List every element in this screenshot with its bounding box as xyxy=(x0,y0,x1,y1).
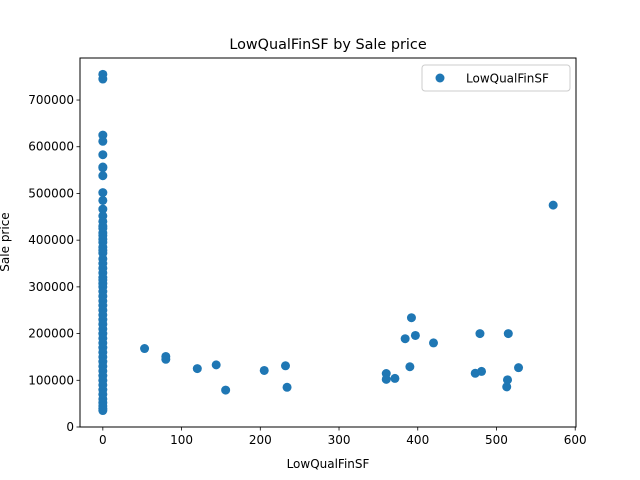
data-point xyxy=(410,330,420,340)
data-point xyxy=(211,360,221,370)
data-point xyxy=(98,406,108,416)
x-tick-label: 200 xyxy=(249,433,272,447)
data-point xyxy=(477,366,487,376)
data-point xyxy=(98,136,108,146)
data-point xyxy=(98,188,108,198)
data-point xyxy=(503,375,512,385)
legend-frame xyxy=(421,64,571,92)
data-point xyxy=(140,344,150,354)
data-point xyxy=(221,385,231,395)
data-point xyxy=(282,382,292,392)
data-point xyxy=(381,374,391,384)
y-tick-label: 400000 xyxy=(28,233,74,247)
x-tick-label: 0 xyxy=(99,433,107,447)
data-point xyxy=(259,365,269,375)
chart-title: LowQualFinSF by Sale price xyxy=(229,37,427,53)
data-point xyxy=(98,163,108,173)
data-point xyxy=(429,338,438,348)
data-point xyxy=(390,373,400,383)
y-tick-label: 100000 xyxy=(28,373,74,387)
x-tick-label: 400 xyxy=(406,433,429,447)
data-point xyxy=(548,200,558,210)
x-tick-label: 500 xyxy=(485,433,508,447)
data-point xyxy=(98,204,108,214)
data-point xyxy=(280,361,290,371)
data-point xyxy=(98,171,108,181)
data-point xyxy=(406,313,416,323)
y-tick-label: 300000 xyxy=(28,280,74,294)
y-tick-label: 200000 xyxy=(28,327,74,341)
data-point xyxy=(161,354,171,364)
x-axis-title: LowQualFinSF xyxy=(287,457,370,471)
y-tick-label: 500000 xyxy=(28,186,74,200)
data-point xyxy=(98,150,108,160)
plot-frame xyxy=(79,57,577,428)
y-tick-label: 600000 xyxy=(28,140,74,154)
data-point xyxy=(98,195,108,205)
data-point xyxy=(502,382,512,392)
y-axis-title: Sale price xyxy=(0,212,12,271)
data-point xyxy=(514,363,524,373)
data-point xyxy=(400,334,410,344)
data-point xyxy=(405,362,415,372)
x-tick-label: 600 xyxy=(564,433,587,447)
y-tick-label: 0 xyxy=(66,420,74,434)
legend-marker xyxy=(435,73,445,83)
legend-label: LowQualFinSF xyxy=(466,72,549,86)
x-tick-label: 300 xyxy=(328,433,351,447)
data-points xyxy=(98,69,558,416)
data-point xyxy=(98,74,108,84)
axes: 0 100 200 300 400 500 600 0 100000 200000 300000 40… xyxy=(28,57,587,447)
legend: LowQualFinSF xyxy=(421,64,571,92)
data-point xyxy=(475,329,485,339)
data-point xyxy=(503,329,513,339)
y-tick-label: 700000 xyxy=(28,93,74,107)
x-tick-label: 100 xyxy=(170,433,193,447)
data-point xyxy=(192,364,202,374)
data-point xyxy=(98,130,108,140)
